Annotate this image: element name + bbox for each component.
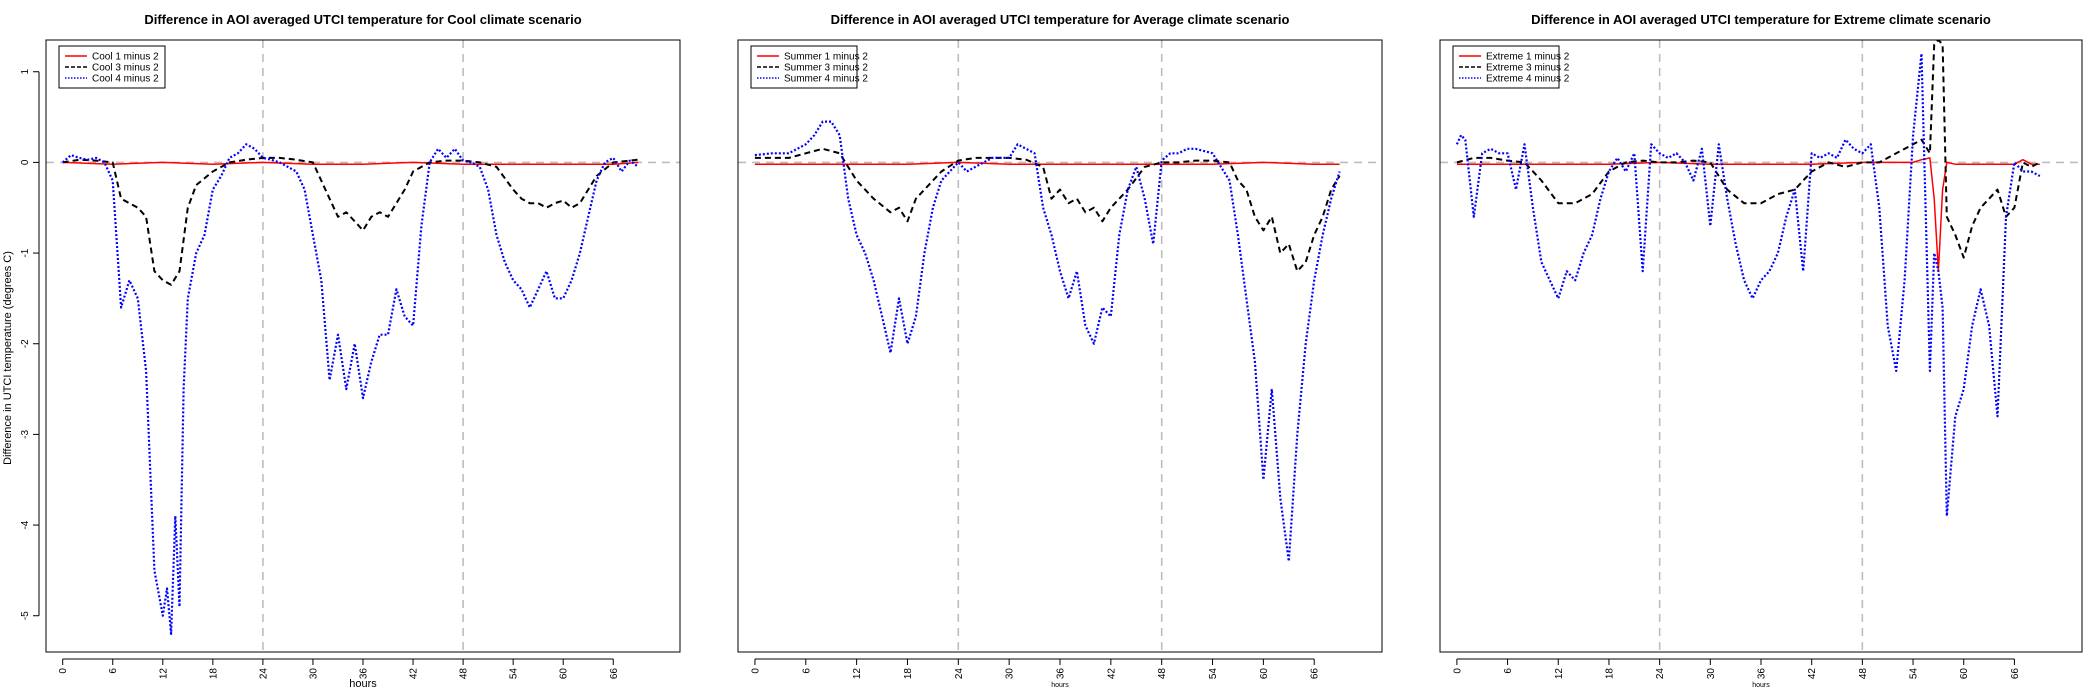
x-tick-label: 42	[1106, 668, 1117, 680]
x-tick-label: 42	[1807, 668, 1818, 680]
chart-title: Difference in AOI averaged UTCI temperat…	[144, 12, 581, 27]
x-tick-label: 12	[1554, 668, 1565, 680]
x-tick-label: 36	[1757, 668, 1768, 680]
x-tick-label: 66	[2010, 668, 2021, 680]
x-tick-label: 42	[409, 668, 420, 680]
x-axis-label: hours	[1051, 682, 1069, 689]
x-tick-label: 54	[1208, 668, 1219, 680]
x-tick-label: 6	[1503, 668, 1514, 674]
x-tick-label: 60	[559, 668, 570, 680]
y-axis-label: Difference in UTCI temperature (degrees …	[2, 251, 14, 465]
x-tick-label: 48	[1858, 668, 1869, 680]
x-axis-label: hours	[349, 678, 377, 690]
chart-panel-2: Difference in AOI averaged UTCI temperat…	[737, 12, 1383, 689]
plot-frame	[737, 39, 1383, 653]
x-tick-label: 30	[1706, 668, 1717, 680]
x-tick-label: 12	[852, 668, 863, 680]
y-tick-label: -1	[20, 248, 31, 257]
x-tick-label: 0	[1452, 668, 1463, 674]
legend-label: Cool 3 minus 2	[92, 63, 159, 74]
legend-label: Extreme 1 minus 2	[1486, 52, 1570, 63]
x-tick-label: 60	[1959, 668, 1970, 680]
x-tick-label: 30	[1005, 668, 1016, 680]
chart-title: Difference in AOI averaged UTCI temperat…	[1531, 12, 1991, 27]
y-tick-label: -2	[20, 339, 31, 348]
legend-label: Summer 3 minus 2	[784, 63, 868, 74]
series-line-3	[61, 143, 639, 636]
y-tick-label: -5	[20, 611, 31, 620]
series-line-2	[62, 156, 639, 286]
legend-label: Summer 1 minus 2	[784, 52, 868, 63]
series-line-2	[754, 147, 1341, 273]
legend-box	[1452, 45, 1560, 89]
legend-box	[750, 45, 858, 89]
x-tick-label: 6	[801, 668, 812, 674]
series-line-2	[1456, 40, 2041, 259]
series-line-1	[62, 161, 639, 165]
chart-panel-1: Difference in AOI averaged UTCI temperat…	[20, 12, 681, 690]
x-tick-label: 54	[509, 668, 520, 680]
series-line-3	[754, 120, 1341, 563]
legend-label: Extreme 3 minus 2	[1486, 63, 1570, 74]
series-line-1	[754, 161, 1340, 165]
x-tick-label: 24	[258, 668, 269, 680]
chart-title: Difference in AOI averaged UTCI temperat…	[831, 12, 1290, 27]
y-tick-label: -4	[20, 520, 31, 529]
x-tick-label: 24	[954, 668, 965, 680]
legend-label: Extreme 4 minus 2	[1486, 74, 1570, 85]
plot-frame	[1439, 39, 2083, 653]
x-tick-label: 30	[308, 668, 319, 680]
plot-frame	[45, 39, 681, 653]
x-tick-label: 18	[1604, 668, 1615, 680]
series-line-1	[1456, 157, 2040, 272]
y-tick-label: -3	[20, 430, 31, 439]
x-tick-label: 36	[359, 668, 370, 680]
x-tick-label: 60	[1259, 668, 1270, 680]
x-tick-label: 66	[609, 668, 620, 680]
legend-label: Cool 4 minus 2	[92, 74, 159, 85]
x-tick-label: 48	[459, 668, 470, 680]
x-tick-label: 0	[58, 668, 69, 674]
x-tick-label: 54	[1909, 668, 1920, 680]
legend-label: Cool 1 minus 2	[92, 52, 159, 63]
legend-box	[58, 45, 166, 89]
x-tick-label: 66	[1310, 668, 1321, 680]
x-tick-label: 6	[108, 668, 119, 674]
x-tick-label: 18	[208, 668, 219, 680]
legend-label: Summer 4 minus 2	[784, 74, 868, 85]
x-tick-label: 18	[903, 668, 914, 680]
y-tick-label: 1	[20, 68, 31, 74]
y-tick-label: 0	[20, 159, 31, 165]
x-tick-label: 24	[1655, 668, 1666, 680]
chart-panel-3: Difference in AOI averaged UTCI temperat…	[1439, 12, 2083, 689]
x-tick-label: 0	[750, 668, 761, 674]
series-line-3	[1455, 52, 2041, 518]
x-axis-label: hours	[1752, 682, 1770, 689]
x-tick-label: 36	[1056, 668, 1067, 680]
x-tick-label: 48	[1157, 668, 1168, 680]
x-tick-label: 12	[158, 668, 169, 680]
